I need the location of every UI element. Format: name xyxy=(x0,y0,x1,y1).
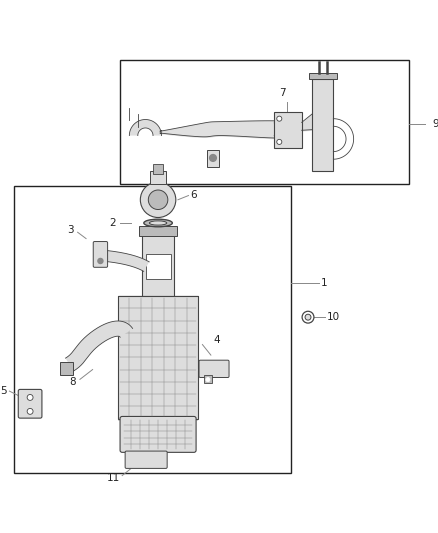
FancyBboxPatch shape xyxy=(125,451,167,469)
FancyBboxPatch shape xyxy=(199,360,229,377)
Polygon shape xyxy=(66,321,133,371)
Text: 6: 6 xyxy=(191,190,197,200)
FancyBboxPatch shape xyxy=(93,241,108,268)
Text: 11: 11 xyxy=(107,473,120,483)
Circle shape xyxy=(27,408,33,414)
Circle shape xyxy=(210,155,216,161)
Polygon shape xyxy=(129,119,162,135)
FancyBboxPatch shape xyxy=(18,390,42,418)
Text: 2: 2 xyxy=(109,218,116,228)
Circle shape xyxy=(277,139,282,144)
Text: 4: 4 xyxy=(213,335,219,345)
Text: 3: 3 xyxy=(67,225,74,235)
Bar xyxy=(139,227,177,236)
Bar xyxy=(312,78,333,172)
Bar xyxy=(60,362,73,375)
Text: 8: 8 xyxy=(69,377,76,387)
Bar xyxy=(142,231,174,296)
Ellipse shape xyxy=(144,219,172,227)
Bar xyxy=(14,186,291,473)
Bar xyxy=(204,375,212,383)
Text: 5: 5 xyxy=(1,386,7,396)
Circle shape xyxy=(148,190,168,209)
Ellipse shape xyxy=(149,221,167,225)
Bar xyxy=(118,296,198,418)
Circle shape xyxy=(98,259,103,263)
Circle shape xyxy=(27,394,33,400)
Circle shape xyxy=(302,311,314,323)
Bar xyxy=(153,164,163,174)
Bar xyxy=(207,150,219,167)
Bar xyxy=(145,254,170,279)
Text: 9: 9 xyxy=(433,119,438,130)
Bar xyxy=(274,112,302,148)
Text: 7: 7 xyxy=(279,87,286,98)
Bar xyxy=(309,74,337,78)
Text: 10: 10 xyxy=(327,312,340,322)
Bar xyxy=(151,172,166,184)
FancyBboxPatch shape xyxy=(120,416,196,453)
Bar xyxy=(118,413,198,421)
Circle shape xyxy=(277,116,282,121)
Polygon shape xyxy=(101,250,149,271)
Circle shape xyxy=(206,377,210,382)
Bar xyxy=(120,60,410,184)
Circle shape xyxy=(140,182,176,217)
Circle shape xyxy=(305,314,311,320)
Text: 1: 1 xyxy=(321,278,327,288)
